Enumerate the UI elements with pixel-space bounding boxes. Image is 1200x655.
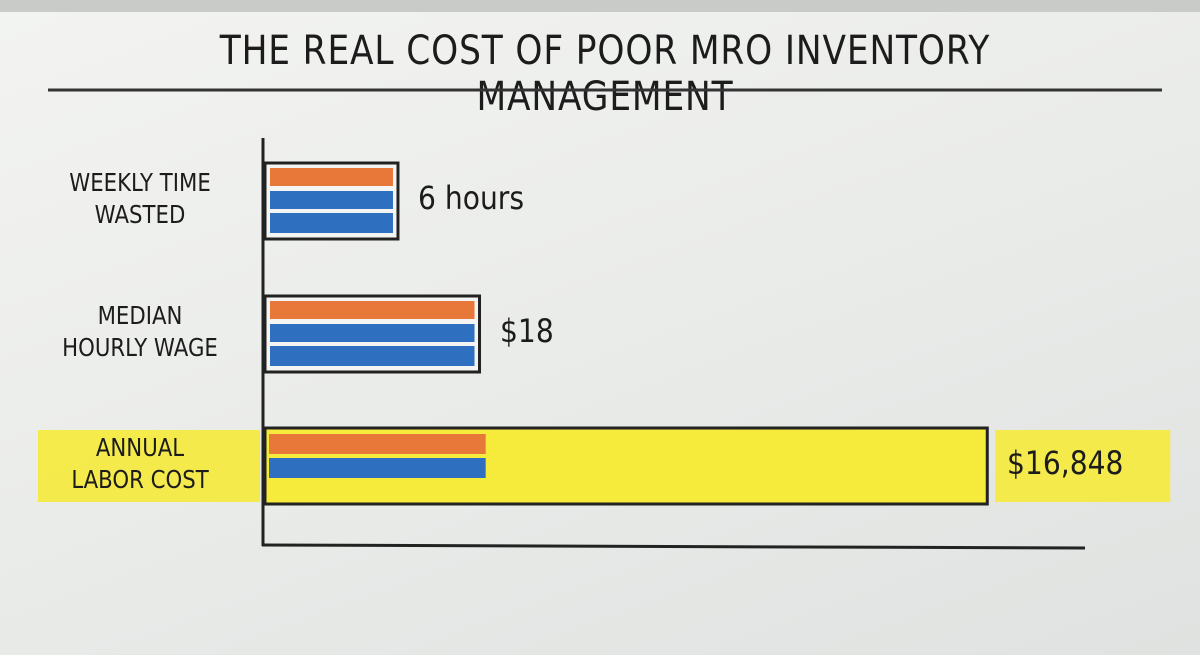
category-label: WEEKLY TIME WASTED: [69, 168, 211, 229]
category-label: MEDIAN HOURLY WAGE: [62, 301, 218, 362]
bar-stripe: [270, 324, 475, 342]
board-frame: [0, 0, 1200, 12]
bar-stripe: [270, 168, 393, 186]
bar-stripe: [270, 213, 393, 233]
value-highlight: [995, 430, 1171, 502]
value-label: 6 hours: [417, 179, 525, 217]
chart-title: THE REAL COST OF POOR MRO INVENTORY MANA…: [219, 28, 991, 120]
bar-stripe: [270, 346, 475, 366]
bar-stripe: [270, 191, 393, 209]
bar-stripe: [270, 301, 475, 319]
value-label: $18: [499, 312, 554, 350]
category-label: ANNUAL LABOR COST: [71, 433, 209, 494]
value-label: $16,848: [1007, 444, 1124, 482]
bar-stripe: [269, 434, 486, 454]
label-highlight: [38, 430, 260, 502]
bar-stripe: [269, 458, 486, 478]
x-axis: [261, 543, 1086, 550]
